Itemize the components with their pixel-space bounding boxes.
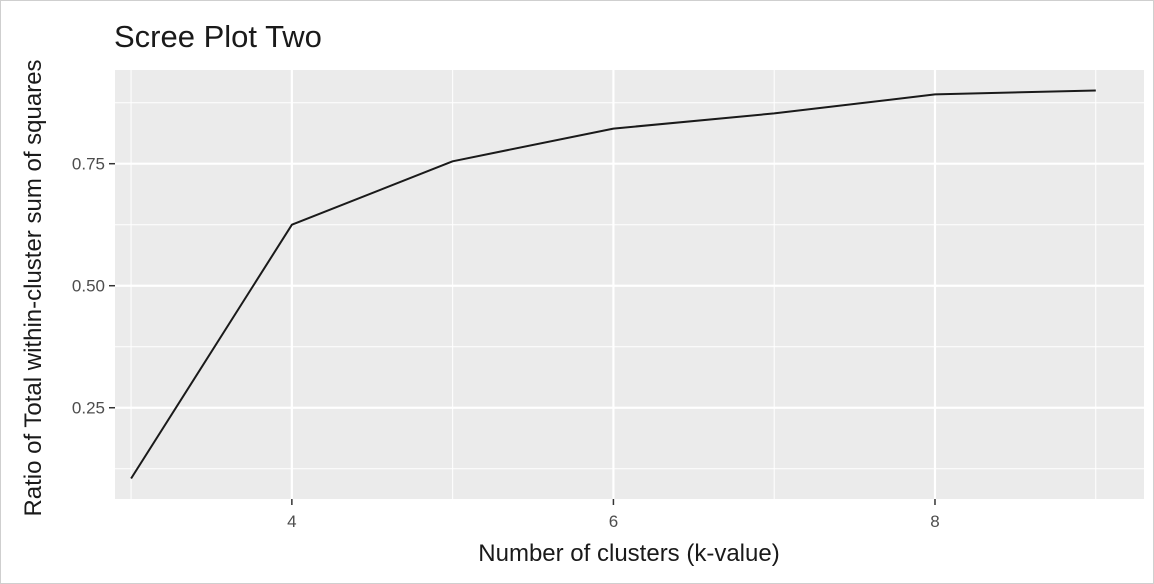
x-axis-title: Number of clusters (k-value) [478, 540, 779, 567]
y-tick-label: 0.50 [72, 277, 105, 296]
x-tick-label: 8 [930, 512, 939, 531]
x-tick-label: 6 [609, 512, 618, 531]
x-axis: 4 6 8 [287, 499, 940, 531]
series-layer [130, 89, 1096, 480]
major-gridlines [115, 70, 1144, 499]
plot-panel [115, 70, 1144, 499]
y-axis-title: Ratio of Total within-cluster sum of squ… [20, 59, 47, 516]
y-tick-label: 0.75 [72, 155, 105, 174]
x-tick-label: 4 [287, 512, 296, 531]
y-axis: 0.25 0.50 0.75 [72, 155, 115, 418]
chart-title: Scree Plot Two [114, 19, 322, 54]
series-line [130, 89, 1096, 480]
minor-gridlines [115, 70, 1144, 499]
y-tick-label: 0.25 [72, 399, 105, 418]
